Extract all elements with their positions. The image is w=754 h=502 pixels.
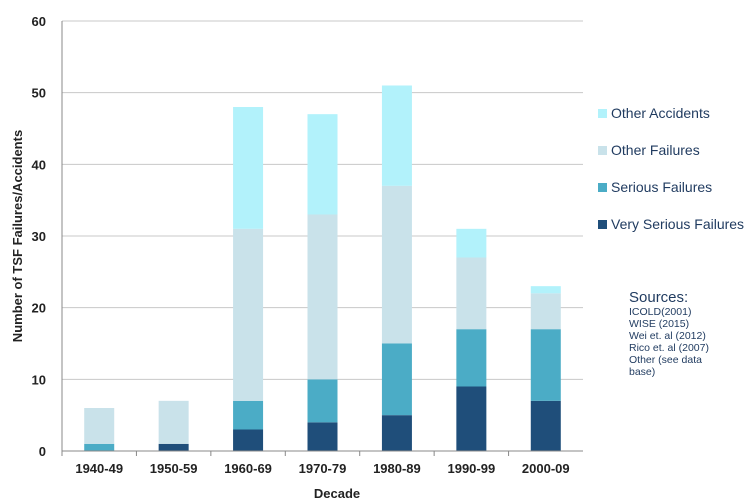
x-axis-title: Decade [314,486,360,501]
bar-segment [233,429,264,451]
x-tick-label: 1960-69 [224,461,272,476]
x-tick-label: 2000-09 [522,461,570,476]
legend-swatch [598,220,607,229]
bar-segment [530,293,561,330]
bar-segment [530,329,561,401]
bar-segment [233,228,264,401]
legend-swatch [598,183,607,192]
bar-segment [456,228,487,258]
x-tick-labels: 1940-49 1950-59 1960-69 1970-79 1980-89 1990-… [75,461,569,476]
source-line: ICOLD(2001) [629,306,692,318]
bar-segment [307,422,338,451]
bar-segment [84,408,115,444]
sources-note: Sources: ICOLD(2001) WISE (2015) Wei et.… [629,289,709,378]
bar-segment [158,443,189,451]
source-line: WISE (2015) [629,318,690,330]
y-tick-label: 60 [32,14,46,29]
y-tick-label: 0 [39,444,46,459]
legend-swatch [598,109,607,118]
y-tick-label: 10 [32,372,46,387]
y-tick-labels: 0 10 20 30 40 50 60 [32,14,46,459]
y-axis-title: Number of TSF Failures/Accidents [10,130,25,342]
legend: Other Accidents Other Failures Serious Fai… [598,105,744,232]
source-line: base) [629,366,656,378]
bar-segment [456,329,487,387]
bar-segment [307,114,338,215]
y-tick-label: 50 [32,86,46,101]
legend-label: Other Failures [611,142,700,158]
y-tick-label: 20 [32,301,46,316]
bar-segment [381,343,412,416]
bar-segment [530,286,561,294]
x-tick-label: 1980-89 [373,461,421,476]
source-line: Other (see data [629,354,702,366]
x-tick-label: 1970-79 [299,461,347,476]
sources-heading: Sources: [629,289,689,306]
bar-segment [158,400,189,444]
y-tick-label: 40 [32,157,46,172]
legend-label: Other Accidents [611,105,710,121]
source-line: Rico et. al (2007) [629,342,709,354]
x-tick-label: 1940-49 [75,461,123,476]
bar-segment [381,185,412,344]
bar-segment [456,386,487,451]
x-tick-label: 1950-59 [150,461,198,476]
source-line: Wei et. al (2012) [629,330,706,342]
axes [61,21,583,456]
bar-segment [233,107,264,229]
bar-segment [381,85,412,186]
bar-segment [307,379,338,423]
bar-segment [307,214,338,380]
legend-label: Very Serious Failures [611,216,744,232]
bar-segment [233,400,264,430]
legend-swatch [598,146,607,155]
bar-segment [84,443,115,451]
y-tick-label: 30 [32,229,46,244]
bar-segment [456,257,487,330]
legend-label: Serious Failures [611,179,712,195]
x-tick-label: 1990-99 [447,461,495,476]
bar-segment [530,400,561,451]
bars [84,85,561,451]
bar-segment [381,415,412,451]
